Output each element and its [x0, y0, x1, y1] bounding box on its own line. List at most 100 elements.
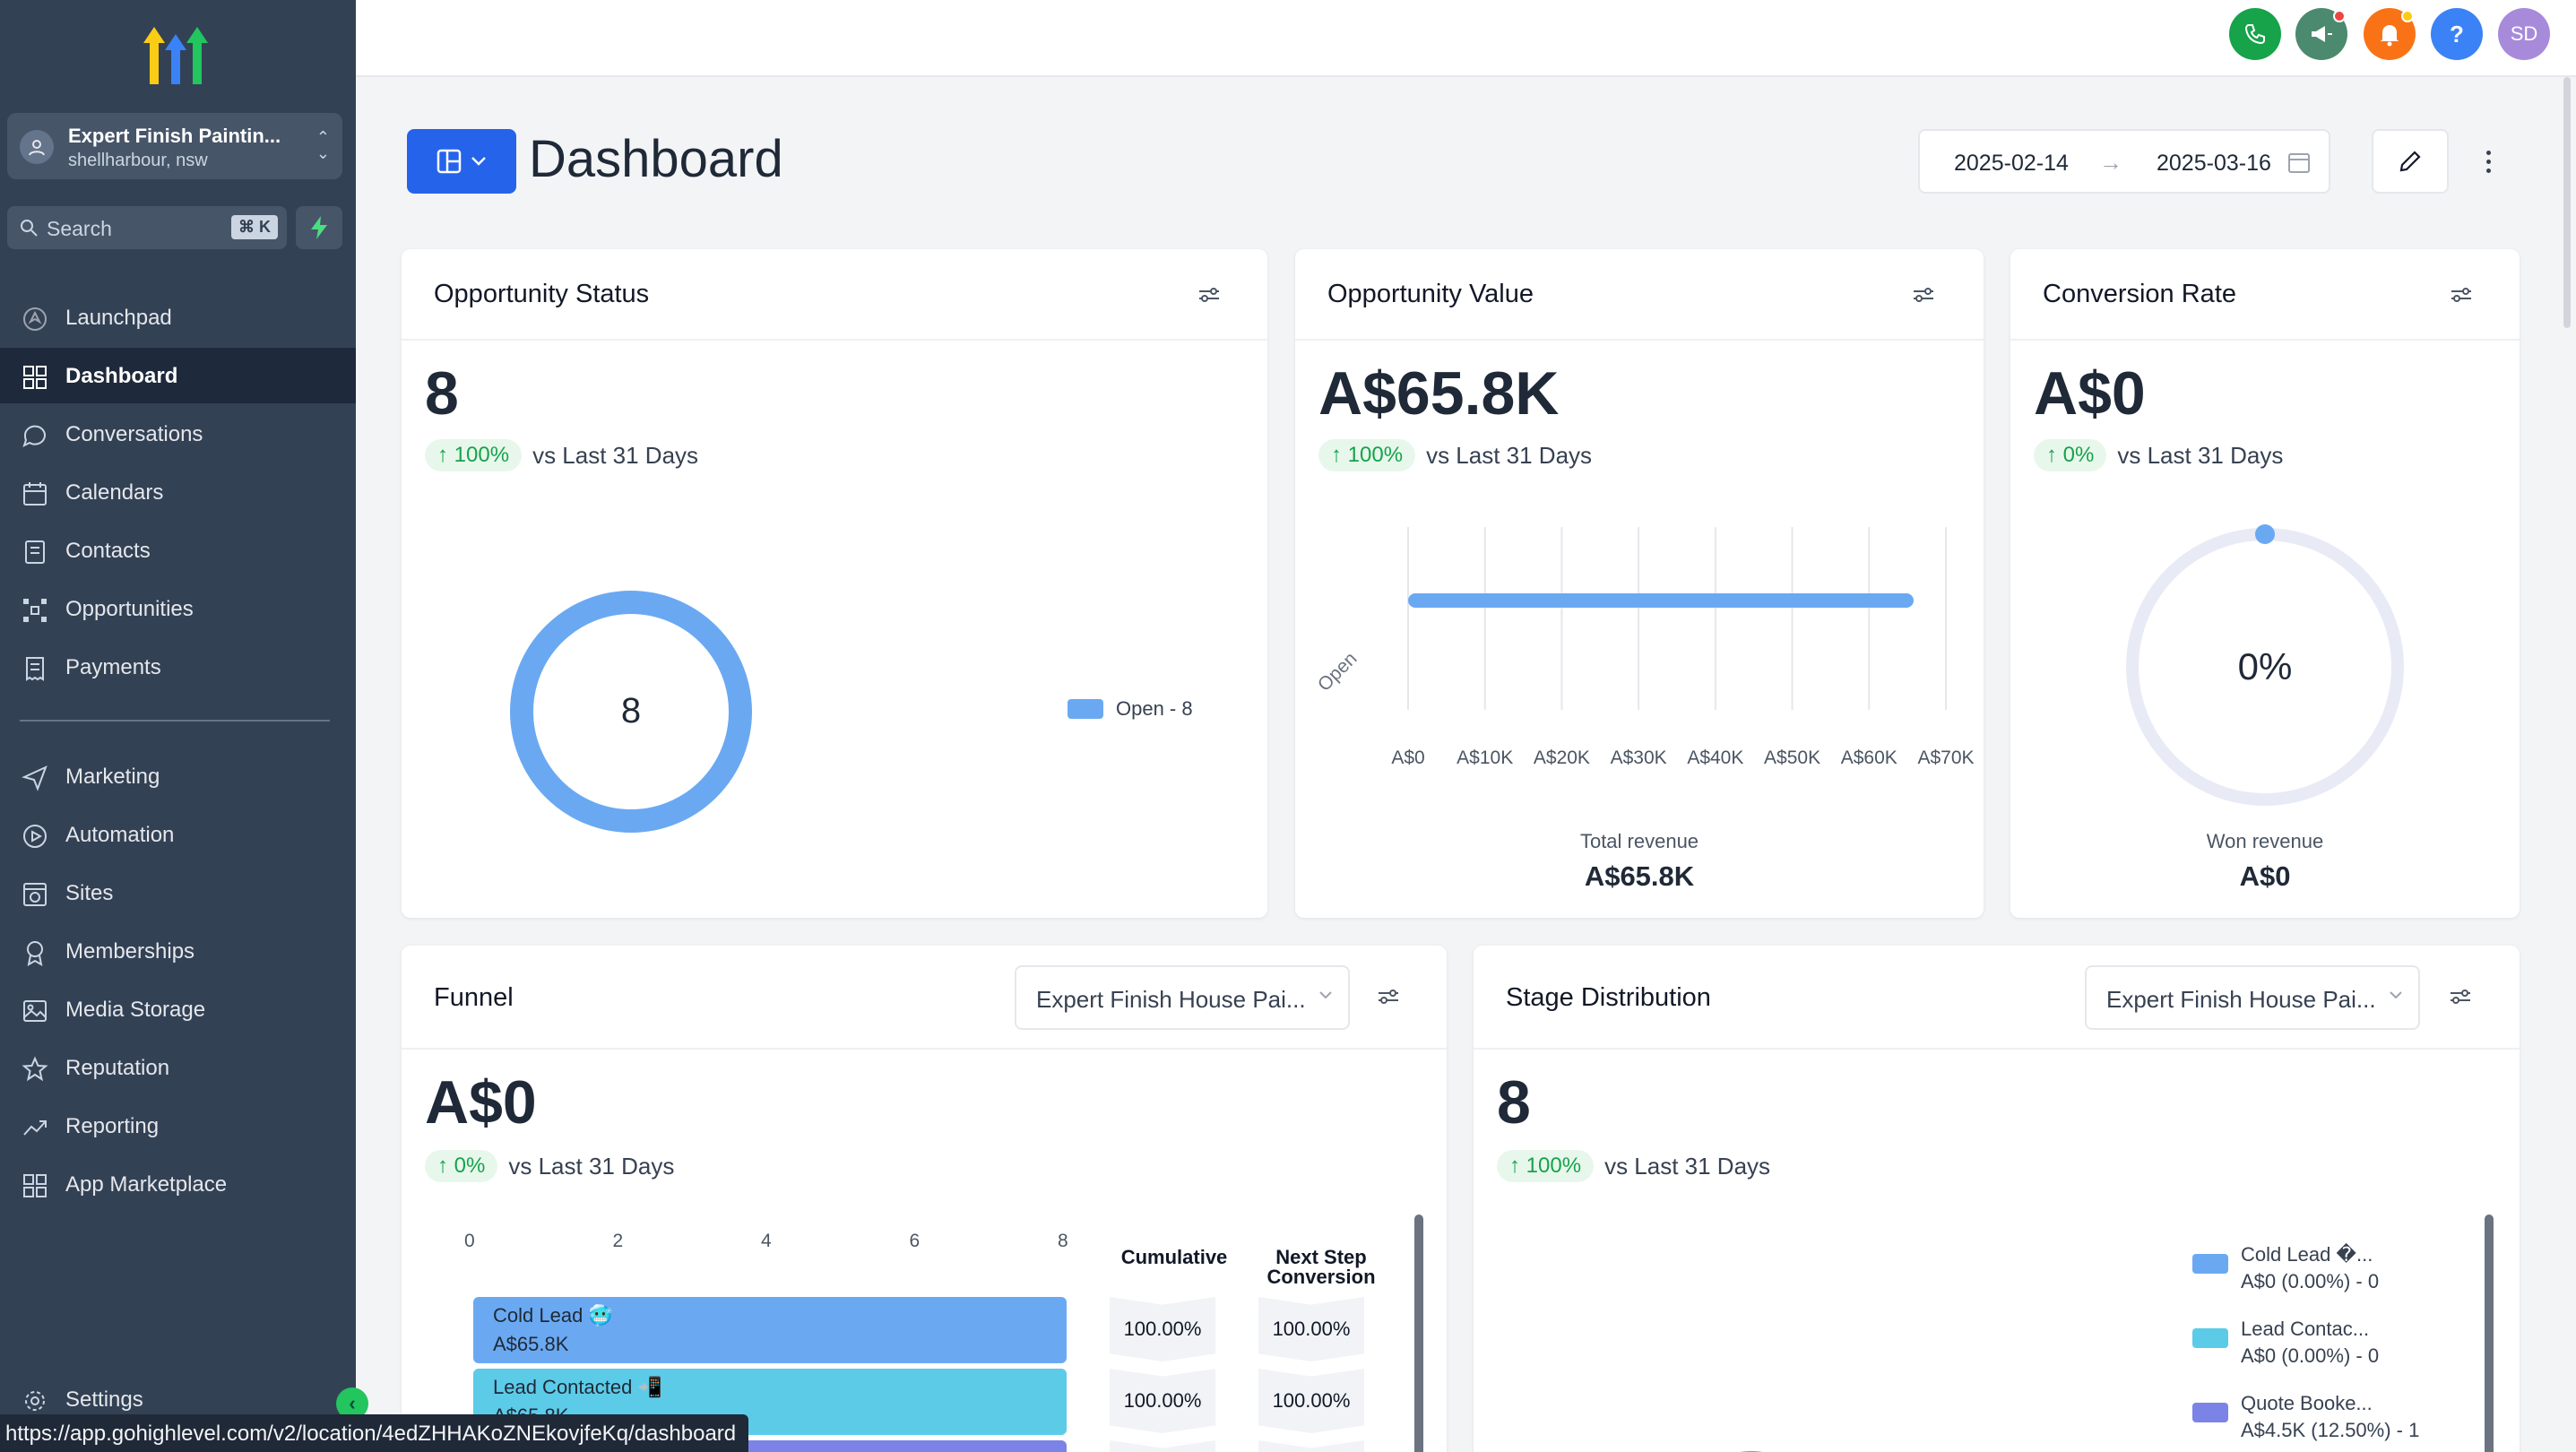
- quick-actions-button[interactable]: [296, 206, 342, 249]
- filter-icon[interactable]: [2448, 281, 2475, 308]
- sidebar-item-launchpad[interactable]: Launchpad: [0, 290, 356, 345]
- sidebar-item-contacts[interactable]: Contacts: [0, 523, 356, 578]
- legend-scrollbar[interactable]: [2485, 1214, 2494, 1452]
- sidebar-item-sites[interactable]: Sites: [0, 865, 356, 920]
- status-url-tooltip: https://app.gohighlevel.com/v2/location/…: [0, 1414, 749, 1452]
- layout-icon: [437, 149, 462, 174]
- funnel-bar-cold-lead[interactable]: Cold Lead 🥶 A$65.8K: [473, 1297, 1067, 1363]
- pipeline-dropdown[interactable]: Expert Finish House Pai...: [1015, 965, 1350, 1030]
- opportunity-count: 8: [425, 359, 459, 428]
- rocket-icon: [23, 307, 47, 331]
- change-badge: ↑ 0%: [2034, 439, 2107, 471]
- card-title: Stage Distribution: [1506, 983, 1711, 1012]
- sidebar-item-label: Memberships: [65, 939, 195, 964]
- dropdown-value: Expert Finish House Pai...: [2106, 986, 2376, 1013]
- notifications-button[interactable]: [2364, 8, 2416, 60]
- legend-label: Quote Booke... A$4.5K (12.50%) - 1: [2241, 1390, 2419, 1444]
- sidebar-item-label: Automation: [65, 823, 175, 847]
- funnel-scrollbar[interactable]: [1414, 1214, 1423, 1452]
- sidebar-item-payments[interactable]: Payments: [0, 639, 356, 695]
- sidebar-item-reputation[interactable]: Reputation: [0, 1040, 356, 1095]
- filter-icon[interactable]: [2447, 983, 2474, 1010]
- donut-center-value: 8: [621, 691, 641, 730]
- funnel-bar-lead-contacted[interactable]: Lead Contacted 📲 A$65.8K: [473, 1369, 1067, 1435]
- x-tick-label: A$20K: [1534, 748, 1590, 768]
- next-step-header-line: Next Step: [1275, 1246, 1367, 1268]
- end-date: 2025-03-16: [2157, 151, 2271, 176]
- filter-icon[interactable]: [1375, 983, 1402, 1010]
- x-tick-label: A$30K: [1611, 748, 1667, 768]
- arrow-right-icon: →: [2099, 149, 2122, 176]
- sidebar-item-automation[interactable]: Automation: [0, 807, 356, 862]
- legend-item-lead-contacted[interactable]: Lead Contac... A$0 (0.00%) - 0: [2192, 1316, 2379, 1370]
- sidebar-item-label: Sites: [65, 881, 114, 905]
- sidebar-item-label: Launchpad: [65, 306, 172, 330]
- comparison-label: vs Last 31 Days: [1604, 1152, 1771, 1180]
- sidebar-item-dashboard[interactable]: Dashboard: [0, 348, 356, 403]
- sidebar-item-label: Media Storage: [65, 998, 206, 1022]
- trend-indicator: ↑ 0% vs Last 31 Days: [2034, 439, 2283, 471]
- legend-line: A$0 (0.00%) - 0: [2241, 1344, 2380, 1367]
- card-header: Stage Distribution Expert Finish House P…: [1474, 946, 2520, 1050]
- search-shortcut: ⌘ K: [231, 215, 278, 239]
- funnel-value: A$0: [425, 1068, 537, 1137]
- more-options-button[interactable]: [2477, 143, 2499, 179]
- filter-icon[interactable]: [1196, 281, 1223, 308]
- user-avatar[interactable]: SD: [2498, 8, 2550, 60]
- sidebar-item-memberships[interactable]: Memberships: [0, 923, 356, 979]
- funnel-card: Funnel Expert Finish House Pai... A$0 ↑ …: [402, 946, 1447, 1452]
- donut-slice-open[interactable]: [510, 591, 752, 833]
- legend-item-quote-booked[interactable]: Quote Booke... A$4.5K (12.50%) - 1: [2192, 1390, 2419, 1444]
- sidebar-item-opportunities[interactable]: Opportunities: [0, 581, 356, 636]
- sidebar-item-settings[interactable]: Settings: [0, 1371, 356, 1427]
- bar-open[interactable]: [1408, 593, 1914, 608]
- page-scrollbar[interactable]: [2563, 77, 2571, 328]
- account-location: shellharbour, nsw: [68, 151, 208, 170]
- sidebar-item-media-storage[interactable]: Media Storage: [0, 981, 356, 1037]
- sidebar-item-label: Settings: [65, 1387, 143, 1412]
- app-logo-icon[interactable]: [142, 23, 210, 86]
- search-input[interactable]: Search ⌘ K: [7, 206, 287, 249]
- funnel-bar-label: Cold Lead 🥶: [493, 1304, 613, 1327]
- sidebar-item-reporting[interactable]: Reporting: [0, 1098, 356, 1154]
- stage-count: 8: [1497, 1068, 1531, 1137]
- sidebar-item-label: Calendars: [65, 480, 164, 505]
- opportunity-value-card: Opportunity Value A$65.8K ↑ 100% vs Last…: [1295, 249, 1984, 918]
- card-title: Conversion Rate: [2043, 280, 2236, 308]
- layout-switcher-button[interactable]: [407, 129, 516, 194]
- date-range-picker[interactable]: 2025-02-14 → 2025-03-16: [1918, 129, 2330, 194]
- cumulative-cell: [1110, 1440, 1215, 1452]
- chevron-down-icon: [2390, 991, 2402, 999]
- start-date: 2025-02-14: [1954, 151, 2069, 176]
- category-label: Open: [1314, 648, 1361, 696]
- phone-button[interactable]: [2229, 8, 2281, 60]
- card-header: Conversion Rate: [2010, 249, 2520, 341]
- trend-indicator: ↑ 0% vs Last 31 Days: [425, 1150, 674, 1182]
- chevron-down-icon: [471, 157, 486, 166]
- sidebar-item-label: Reputation: [65, 1056, 170, 1080]
- filter-icon[interactable]: [1910, 281, 1937, 308]
- sidebar-item-marketing[interactable]: Marketing: [0, 748, 356, 804]
- change-badge: ↑ 100%: [1497, 1150, 1595, 1182]
- sidebar-item-app-marketplace[interactable]: App Marketplace: [0, 1156, 356, 1212]
- announcements-button[interactable]: [2295, 8, 2347, 60]
- page-title: Dashboard: [529, 130, 783, 188]
- x-tick-label: 2: [612, 1231, 624, 1251]
- sidebar-item-conversations[interactable]: Conversations: [0, 406, 356, 462]
- x-tick-label: 8: [1058, 1231, 1068, 1251]
- automation-icon: [23, 825, 47, 848]
- chevron-left-icon: ‹: [349, 1392, 356, 1414]
- help-button[interactable]: ?: [2431, 8, 2483, 60]
- search-placeholder: Search: [47, 217, 112, 240]
- edit-dashboard-button[interactable]: [2372, 129, 2449, 194]
- legend-item-cold-lead[interactable]: Cold Lead �... A$0 (0.00%) - 0: [2192, 1241, 2379, 1295]
- x-tick-label: A$60K: [1841, 748, 1897, 768]
- search-icon: [21, 220, 38, 237]
- grid-icon: [23, 366, 47, 389]
- card-header: Funnel Expert Finish House Pai...: [402, 946, 1447, 1050]
- account-switcher[interactable]: Expert Finish Paintin... shellharbour, n…: [7, 113, 342, 179]
- sidebar-item-calendars[interactable]: Calendars: [0, 464, 356, 520]
- legend-line: A$4.5K (12.50%) - 1: [2241, 1419, 2420, 1441]
- pipeline-dropdown[interactable]: Expert Finish House Pai...: [2085, 965, 2420, 1030]
- legend-item-open[interactable]: Open - 8: [1068, 696, 1193, 722]
